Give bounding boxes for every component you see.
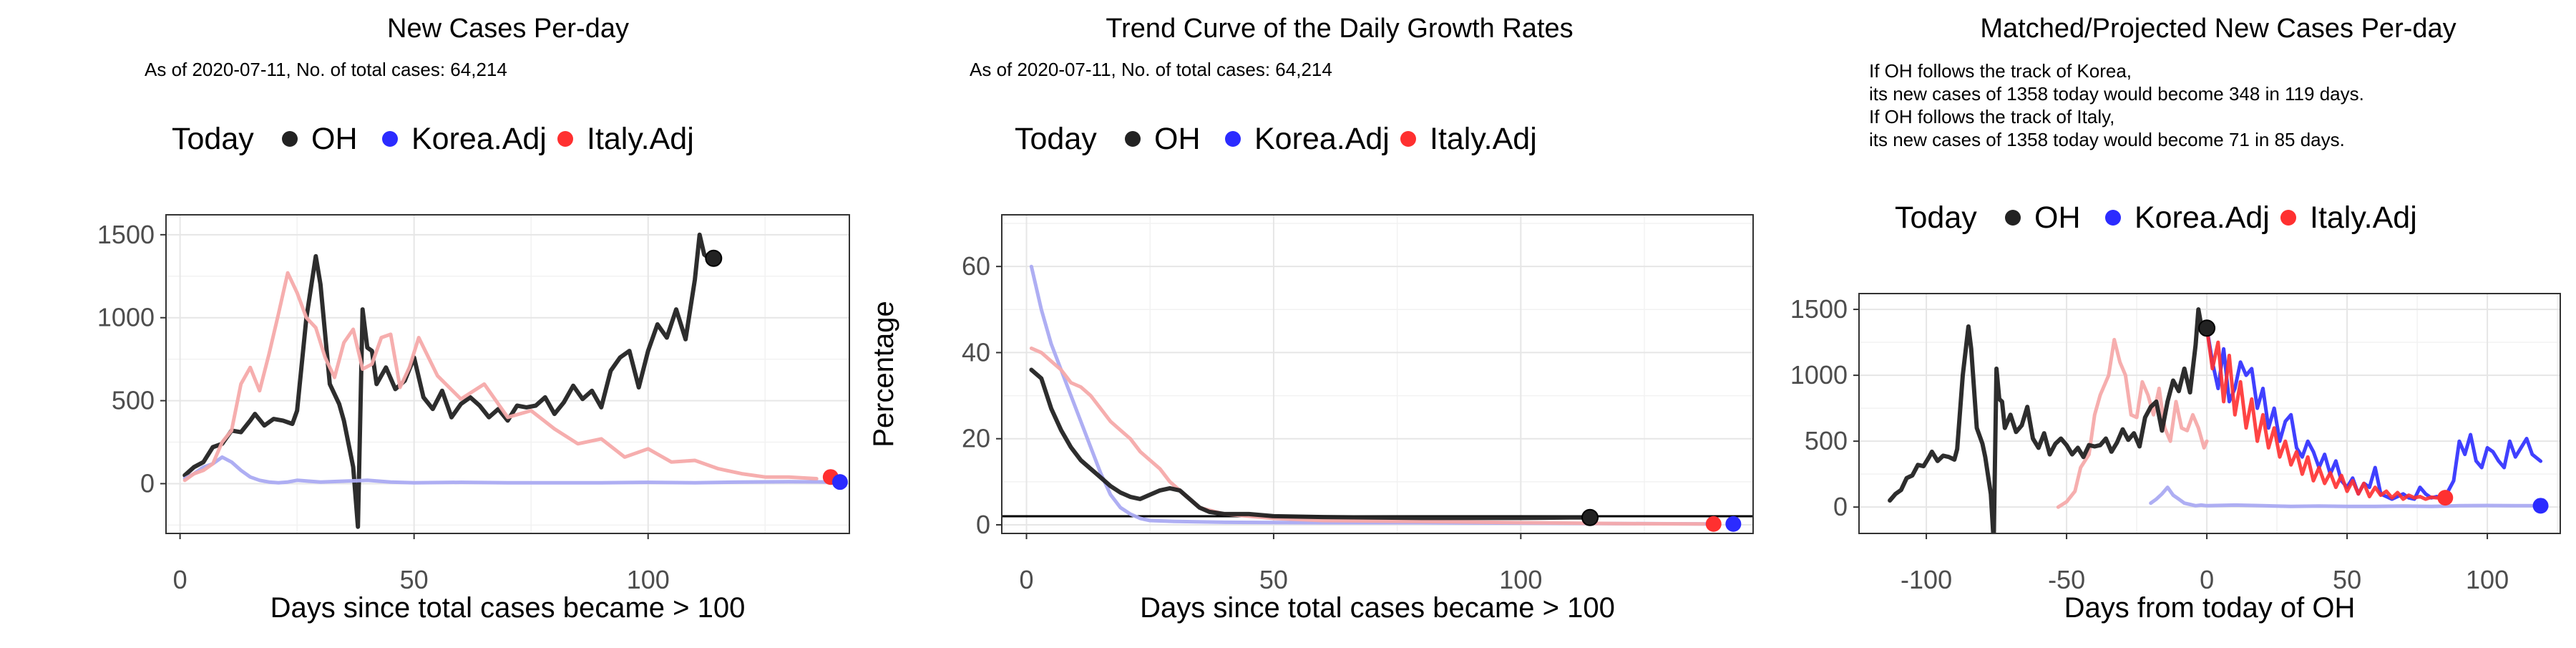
series-line-italy-adj-faint — [182, 271, 819, 483]
chart-panel-2: Trend Curve of the Daily Growth Rates As … — [868, 14, 1754, 624]
x-axis-label: Days since total cases became > 100 — [1140, 592, 1615, 624]
legend-key-korea-adj — [1225, 131, 1241, 147]
chart-note: If OH follows the track of Korea, — [1869, 60, 2132, 82]
x-tick-label: -100 — [1901, 565, 1952, 594]
legend-label: Italy.Adj — [1430, 122, 1537, 156]
plot-border — [165, 214, 850, 534]
series-line-italy-adj-faint — [2056, 337, 2209, 509]
x-axis-label: Days since total cases became > 100 — [270, 592, 746, 624]
chart-panel-3: Matched/Projected New Cases Per-day If OH… — [1790, 14, 2561, 624]
legend-label: OH — [2034, 200, 2081, 235]
chart-legend: Today OH Korea.Adj Italy.Adj — [1015, 122, 1537, 156]
legend-title: Today — [1895, 200, 1977, 235]
legend-label: Korea.Adj — [411, 122, 547, 156]
x-tick-label: 50 — [1259, 565, 1288, 594]
y-tick-label: 20 — [962, 424, 990, 453]
legend-key-oh — [2005, 210, 2021, 226]
x-tick-label: 0 — [1020, 565, 1034, 594]
legend-key-italy-adj — [557, 131, 573, 147]
x-axis-label: Days from today of OH — [2064, 592, 2356, 624]
y-tick-label: 40 — [962, 337, 990, 367]
x-tick-label: 100 — [1499, 565, 1542, 594]
plot-border — [1858, 293, 2561, 534]
plot-grid — [166, 215, 849, 533]
chart-subtitle: As of 2020-07-11, No. of total cases: 64… — [970, 59, 1332, 80]
y-tick-label: 0 — [140, 468, 155, 498]
plot-border — [1001, 214, 1754, 534]
legend-label: Korea.Adj — [2135, 200, 2270, 235]
today-point-korea-adj — [2532, 498, 2549, 514]
legend-key-korea-adj — [382, 131, 398, 147]
chart-title: Matched/Projected New Cases Per-day — [1980, 14, 2456, 44]
today-point-korea-adj — [831, 474, 848, 490]
plot-series — [1888, 307, 2543, 533]
y-tick-label: 1500 — [97, 220, 155, 249]
x-tick-label: 50 — [400, 565, 429, 594]
x-tick-label: 0 — [173, 565, 187, 594]
chart-legend: Today OH Korea.Adj Italy.Adj — [1895, 200, 2417, 235]
legend-title: Today — [1015, 122, 1097, 156]
y-tick-label: 1000 — [97, 303, 155, 332]
plot-series — [1002, 264, 1753, 526]
x-tick-label: -50 — [2048, 565, 2085, 594]
plot-series — [182, 232, 833, 529]
chart-note: its new cases of 1358 today would become… — [1869, 129, 2345, 150]
series-line-korea-adj-faint — [182, 455, 833, 485]
today-point-italy-adj — [2437, 490, 2454, 506]
legend-label: Italy.Adj — [587, 122, 694, 156]
series-line-italy-adj-bold — [2205, 326, 2447, 501]
chart-note: If OH follows the track of Italy, — [1869, 106, 2114, 127]
legend-key-oh — [282, 131, 298, 147]
today-point-korea-adj — [1725, 516, 1742, 532]
y-tick-label: 1500 — [1790, 294, 1848, 324]
x-tick-label: 100 — [2466, 565, 2509, 594]
chart-note: its new cases of 1358 today would become… — [1869, 83, 2364, 105]
legend-label: Korea.Adj — [1254, 122, 1390, 156]
chart-panel-1: New Cases Per-day As of 2020-07-11, No. o… — [97, 14, 850, 624]
today-point-oh — [705, 249, 723, 267]
series-line-oh-main — [1029, 367, 1592, 521]
series-line-oh-main — [182, 232, 716, 529]
today-point-oh — [2198, 319, 2216, 337]
y-tick-label: 0 — [1833, 492, 1848, 521]
chart-subtitle: As of 2020-07-11, No. of total cases: 64… — [145, 59, 507, 80]
legend-title: Today — [172, 122, 254, 156]
chart-title: New Cases Per-day — [387, 14, 629, 44]
x-tick-label: 0 — [2200, 565, 2214, 594]
y-tick-label: 500 — [1805, 426, 1848, 455]
today-point-italy-adj — [1705, 516, 1722, 532]
plot-grid — [1002, 215, 1753, 533]
legend-label: Italy.Adj — [2310, 200, 2417, 235]
legend-key-italy-adj — [2280, 210, 2296, 226]
series-line-oh-main — [1888, 307, 2210, 533]
series-line-korea-adj-bold — [2205, 326, 2543, 501]
legend-key-oh — [1125, 131, 1141, 147]
chart-legend: Today OH Korea.Adj Italy.Adj — [172, 122, 694, 156]
y-tick-label: 60 — [962, 251, 990, 281]
legend-key-italy-adj — [1400, 131, 1416, 147]
x-tick-label: 50 — [2333, 565, 2361, 594]
chart-title: Trend Curve of the Daily Growth Rates — [1106, 14, 1573, 44]
legend-label: OH — [311, 122, 358, 156]
legend-label: OH — [1154, 122, 1201, 156]
x-tick-label: 100 — [627, 565, 670, 594]
legend-key-korea-adj — [2105, 210, 2121, 226]
y-tick-label: 0 — [976, 510, 990, 539]
y-tick-label: 500 — [112, 386, 155, 415]
series-line-italy-adj-faint — [1029, 346, 1706, 526]
today-point-oh — [1581, 508, 1599, 526]
y-tick-label: 1000 — [1790, 360, 1848, 390]
series-line-korea-adj-faint — [2149, 485, 2543, 508]
y-axis-label: Percentage — [868, 301, 899, 448]
